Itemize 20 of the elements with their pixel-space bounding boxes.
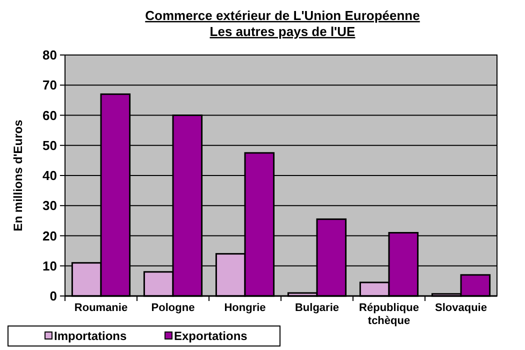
chart-title: Commerce extérieur de L'Union Européenne (145, 8, 420, 23)
chart-subtitle: Les autres pays de l'UE (210, 24, 356, 39)
y-tick-label: 50 (42, 138, 57, 153)
y-tick-label: 60 (42, 108, 57, 123)
y-tick-label: 30 (42, 198, 57, 214)
x-tick-label: République tchèque (359, 302, 419, 327)
y-tick-label: 40 (42, 168, 57, 184)
y-axis-title: En millions d'Euros (11, 119, 25, 232)
y-tick-label: 10 (42, 258, 57, 274)
legend-label: Exportations (174, 329, 248, 343)
x-tick-label: Roumanie (74, 302, 128, 314)
x-tick-label: Hongrie (224, 302, 266, 314)
y-tick-label: 70 (42, 78, 57, 93)
y-tick-label: 20 (42, 228, 57, 244)
legend-label: Importations (54, 329, 127, 343)
x-tick-label: Pologne (151, 302, 195, 314)
y-tick-label: 0 (50, 288, 57, 304)
x-tick-label: Bulgarie (294, 302, 340, 314)
y-tick-label: 80 (42, 48, 57, 63)
x-tick-label: Slovaquie (435, 302, 487, 314)
